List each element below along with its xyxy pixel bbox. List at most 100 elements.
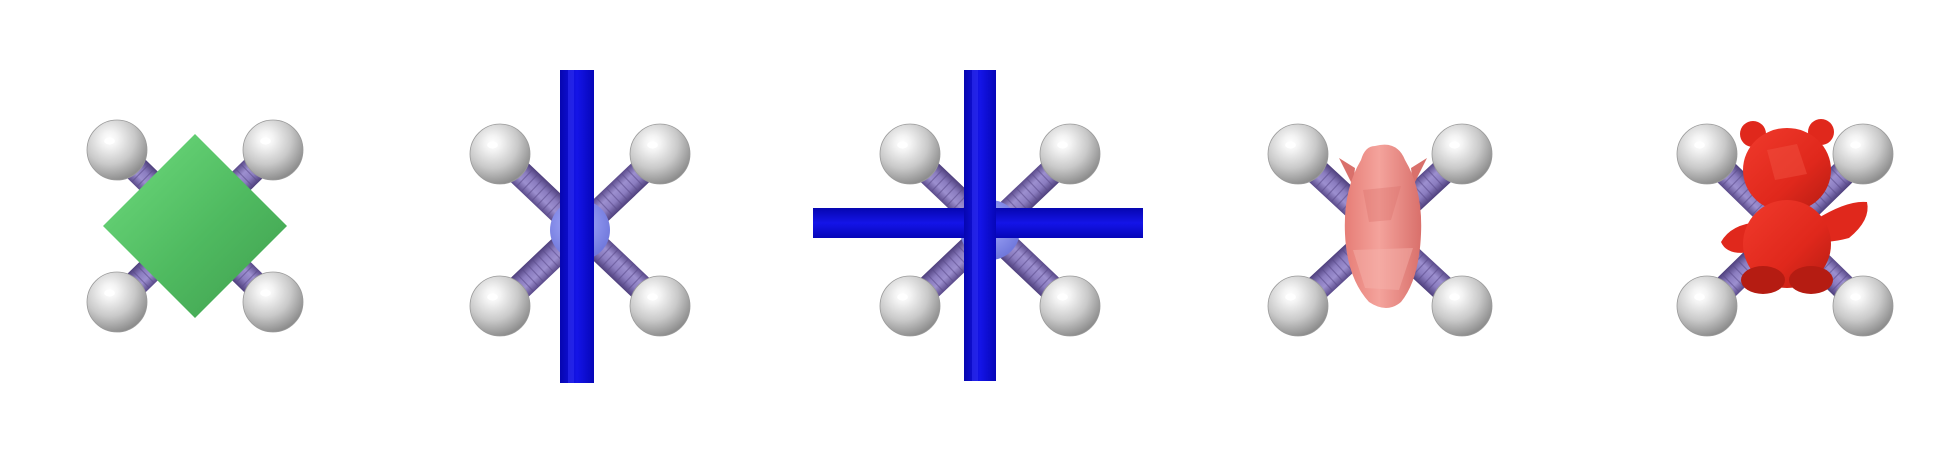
bond-stripe xyxy=(1726,269,1745,288)
bond-stripe xyxy=(1005,244,1024,263)
atom-highlight xyxy=(1850,141,1861,149)
bond-stripe xyxy=(1416,262,1435,282)
bond-stripe xyxy=(1021,258,1039,277)
bond-stripe xyxy=(611,258,629,277)
bond-stripe xyxy=(131,163,150,182)
bond-stripe xyxy=(1721,274,1740,293)
bond-stripe xyxy=(235,168,254,187)
atom-highlight xyxy=(647,141,658,149)
bond-stripe xyxy=(1315,169,1333,188)
atom-highlight xyxy=(260,137,271,145)
bond-stripe xyxy=(941,183,959,202)
vertical-blue-bar xyxy=(560,70,594,383)
atom xyxy=(242,119,304,181)
bond-stripe xyxy=(240,163,259,182)
bond-stripe xyxy=(1026,178,1044,197)
bear-leg-right xyxy=(1789,266,1833,294)
bond-stripe xyxy=(1422,267,1440,287)
panel-5 xyxy=(1676,119,1894,337)
atom-highlight xyxy=(647,293,658,301)
panel-2 xyxy=(469,70,691,383)
bond-stripe xyxy=(595,244,614,263)
atom-highlight xyxy=(1694,293,1705,301)
bond-stripe xyxy=(1026,263,1044,282)
bond-stripe xyxy=(931,268,949,287)
pig-body xyxy=(1344,144,1422,308)
atom xyxy=(1832,123,1894,185)
bond-stripe xyxy=(531,183,549,202)
bond-stripe xyxy=(521,268,539,287)
atom xyxy=(1832,275,1894,337)
bond-stripe xyxy=(1830,167,1849,186)
bond-stripe xyxy=(1721,167,1740,186)
bond-stripe xyxy=(1325,178,1344,198)
bond-stripe xyxy=(936,263,954,282)
bond-stripe xyxy=(1011,192,1029,211)
atom xyxy=(242,271,304,333)
bond-stripe xyxy=(1331,258,1349,277)
bond-stripe xyxy=(131,270,150,289)
atom-highlight xyxy=(1850,293,1861,301)
bond-stripe xyxy=(931,173,949,192)
green-diamond-shape xyxy=(103,134,287,318)
bond-stripe xyxy=(621,173,639,192)
bond-stripe xyxy=(1325,262,1344,282)
bond-stripe xyxy=(601,249,619,268)
panel-1 xyxy=(86,119,304,333)
atom xyxy=(1431,123,1493,185)
atom-highlight xyxy=(1057,141,1068,149)
bond-stripe xyxy=(626,168,644,187)
panel-3 xyxy=(813,70,1143,381)
bond-stripe xyxy=(1336,253,1354,272)
bond-stripe xyxy=(941,258,959,277)
bond-stripe xyxy=(1016,187,1034,207)
pink-pig-figure xyxy=(1339,144,1427,308)
atom-highlight xyxy=(1285,141,1296,149)
atom xyxy=(1039,275,1101,337)
atom xyxy=(1267,123,1329,185)
bond-stripe xyxy=(1031,268,1049,287)
bond-stripe xyxy=(1726,172,1745,191)
atom-highlight xyxy=(897,141,908,149)
blue-cross xyxy=(813,70,1143,381)
atom-highlight xyxy=(1285,293,1296,301)
atom xyxy=(1267,275,1329,337)
vertical-blue-bar xyxy=(560,70,594,383)
bond-stripe xyxy=(1021,183,1039,202)
pig-ear-left xyxy=(1339,158,1355,186)
panels-layer xyxy=(86,70,1894,383)
bond-stripe xyxy=(946,253,964,273)
pig-facet xyxy=(1353,248,1413,290)
bond-stripe xyxy=(936,178,954,197)
bond-stripe xyxy=(1320,173,1338,193)
bond-stripe xyxy=(136,265,155,284)
bond-stripe xyxy=(1416,178,1435,198)
atom-highlight xyxy=(1694,141,1705,149)
bond-stripe xyxy=(1036,168,1054,187)
bond-stripe xyxy=(1036,273,1054,292)
bond-stripe xyxy=(611,183,629,202)
bond-stripe xyxy=(516,168,534,187)
bear-leg-left xyxy=(1741,266,1785,294)
vertical-blue-bar xyxy=(964,70,996,381)
bond-stripe xyxy=(235,265,254,284)
atom-highlight xyxy=(897,293,908,301)
bear-facet xyxy=(1767,144,1807,180)
atom-highlight xyxy=(104,289,115,297)
bond-stripe xyxy=(1427,272,1445,291)
bond-stripe xyxy=(601,192,619,211)
atom-highlight xyxy=(487,141,498,149)
atom xyxy=(1676,123,1738,185)
atom-highlight xyxy=(1449,141,1460,149)
bond-stripe xyxy=(616,178,634,197)
atom-highlight xyxy=(487,293,498,301)
bond-stripe xyxy=(1315,272,1333,291)
bond-stripe xyxy=(1320,267,1338,287)
bond-stripe xyxy=(1331,183,1349,202)
bond-stripe xyxy=(926,273,944,292)
atom xyxy=(469,275,531,337)
atom xyxy=(469,123,531,185)
bear-body xyxy=(1743,200,1831,288)
bond-stripe xyxy=(1031,173,1049,192)
